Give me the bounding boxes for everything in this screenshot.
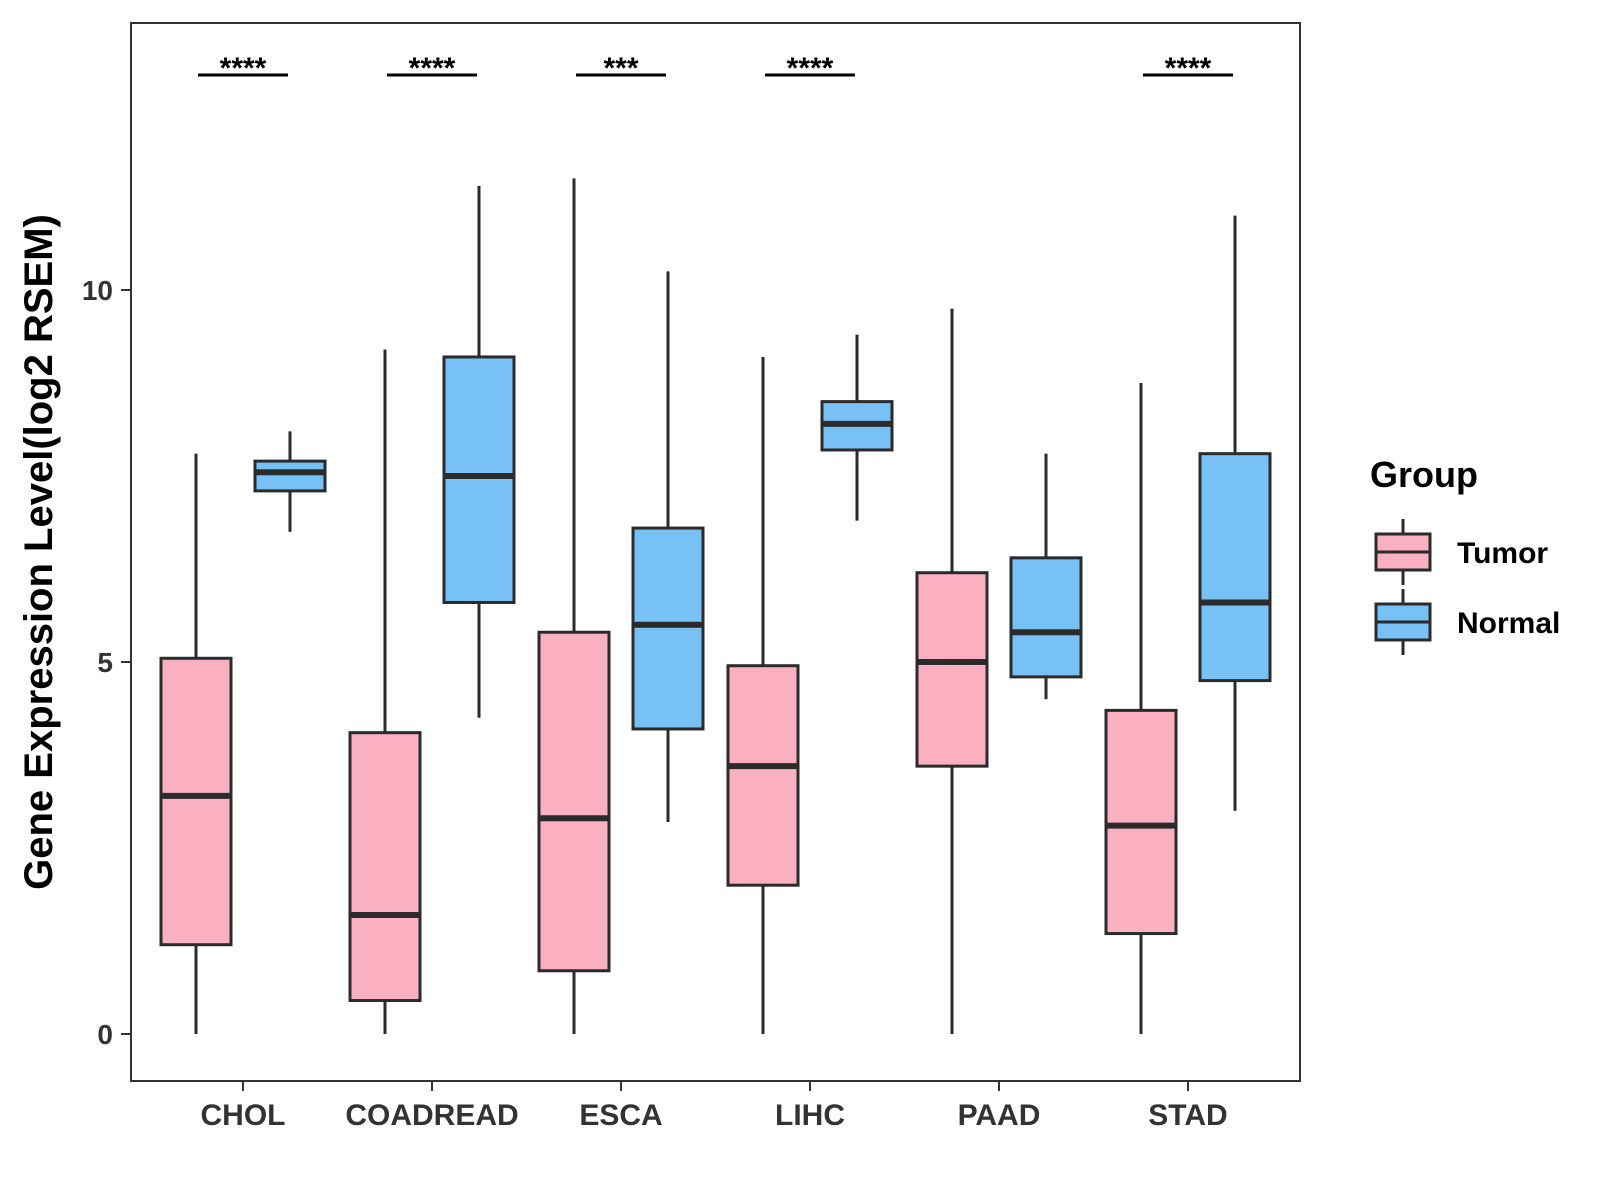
x-tick-label-paad: PAAD [958, 1099, 1041, 1132]
box-normal-chol [253, 431, 327, 532]
y-axis-label: Gene Expression Level(log2 RSEM) [17, 214, 61, 890]
y-tick-label-10: 10 [82, 275, 113, 306]
y-tick-label-5: 5 [97, 647, 113, 678]
box-tumor-coadread [348, 349, 422, 1034]
box-normal-lihc [820, 334, 894, 521]
significance-label-coadread: **** [409, 52, 456, 85]
box-tumor-esca [537, 178, 611, 1034]
box-normal-coadread [442, 185, 516, 718]
y-tick-label-0: 0 [97, 1019, 113, 1050]
x-tick-label-chol: CHOL [201, 1099, 286, 1132]
box-body-normal-stad [1198, 452, 1272, 683]
legend-entry-tumor: Tumor [1374, 519, 1548, 585]
legend-label-tumor: Tumor [1457, 537, 1548, 570]
box-tumor-paad [915, 308, 989, 1034]
box-body-tumor-stad [1104, 708, 1178, 936]
y-axis: 0 5 10 [82, 275, 131, 1050]
box-body-normal-esca [631, 526, 705, 731]
box-body-tumor-paad [915, 571, 989, 768]
box-tumor-lihc [726, 356, 800, 1034]
significance-label-lihc: **** [787, 52, 834, 85]
x-tick-label-stad: STAD [1148, 1099, 1227, 1132]
box-body-tumor-chol [159, 656, 233, 947]
x-axis: CHOL COADREAD ESCA LIHC PAAD STAD [201, 1081, 1228, 1132]
legend-title: Group [1370, 454, 1478, 495]
box-body-tumor-coadread [348, 731, 422, 1003]
box-normal-stad [1198, 215, 1272, 811]
box-body-normal-chol [253, 459, 327, 493]
x-tick-label-lihc: LIHC [775, 1099, 845, 1132]
legend: Group Tumor Normal [1370, 454, 1560, 655]
box-normal-esca [631, 271, 705, 822]
box-normal-paad [1009, 453, 1083, 700]
significance-label-esca: *** [603, 52, 638, 85]
box-body-tumor-lihc [726, 664, 800, 887]
box-tumor-stad [1104, 383, 1178, 1034]
significance-label-chol: **** [220, 52, 267, 85]
legend-label-normal: Normal [1457, 607, 1560, 640]
x-tick-label-coadread: COADREAD [345, 1099, 518, 1132]
significance-label-stad: **** [1165, 52, 1212, 85]
box-tumor-chol [159, 453, 233, 1034]
boxes-layer [159, 178, 1272, 1034]
box-body-normal-paad [1009, 556, 1083, 679]
box-body-normal-coadread [442, 355, 516, 604]
x-tick-label-esca: ESCA [579, 1099, 662, 1132]
box-body-tumor-esca [537, 630, 611, 973]
legend-entry-normal: Normal [1374, 589, 1560, 655]
significance-layer: **** **** *** **** **** [198, 52, 1233, 85]
